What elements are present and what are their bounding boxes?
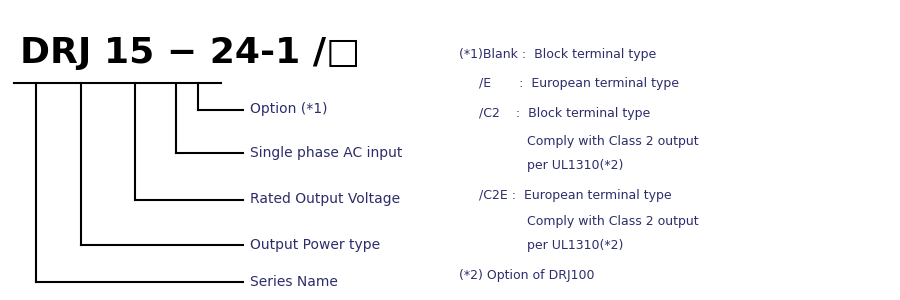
Text: /C2E :  European terminal type: /C2E : European terminal type	[459, 188, 671, 202]
Text: DRJ 15 − 24-1 /□: DRJ 15 − 24-1 /□	[20, 36, 360, 70]
Text: (*2) Option of DRJ100: (*2) Option of DRJ100	[459, 269, 595, 283]
Text: Output Power type: Output Power type	[250, 238, 381, 251]
Text: per UL1310(*2): per UL1310(*2)	[459, 158, 624, 172]
Text: (*1)Blank :  Block terminal type: (*1)Blank : Block terminal type	[459, 47, 656, 61]
Text: Single phase AC input: Single phase AC input	[250, 146, 402, 160]
Text: Series Name: Series Name	[250, 275, 338, 289]
Text: per UL1310(*2): per UL1310(*2)	[459, 239, 624, 253]
Text: Rated Output Voltage: Rated Output Voltage	[250, 193, 400, 206]
Text: Comply with Class 2 output: Comply with Class 2 output	[459, 215, 698, 229]
Text: /E       :  European terminal type: /E : European terminal type	[459, 77, 679, 91]
Text: /C2    :  Block terminal type: /C2 : Block terminal type	[459, 107, 650, 121]
Text: Option (*1): Option (*1)	[250, 103, 328, 116]
Text: Comply with Class 2 output: Comply with Class 2 output	[459, 134, 698, 148]
